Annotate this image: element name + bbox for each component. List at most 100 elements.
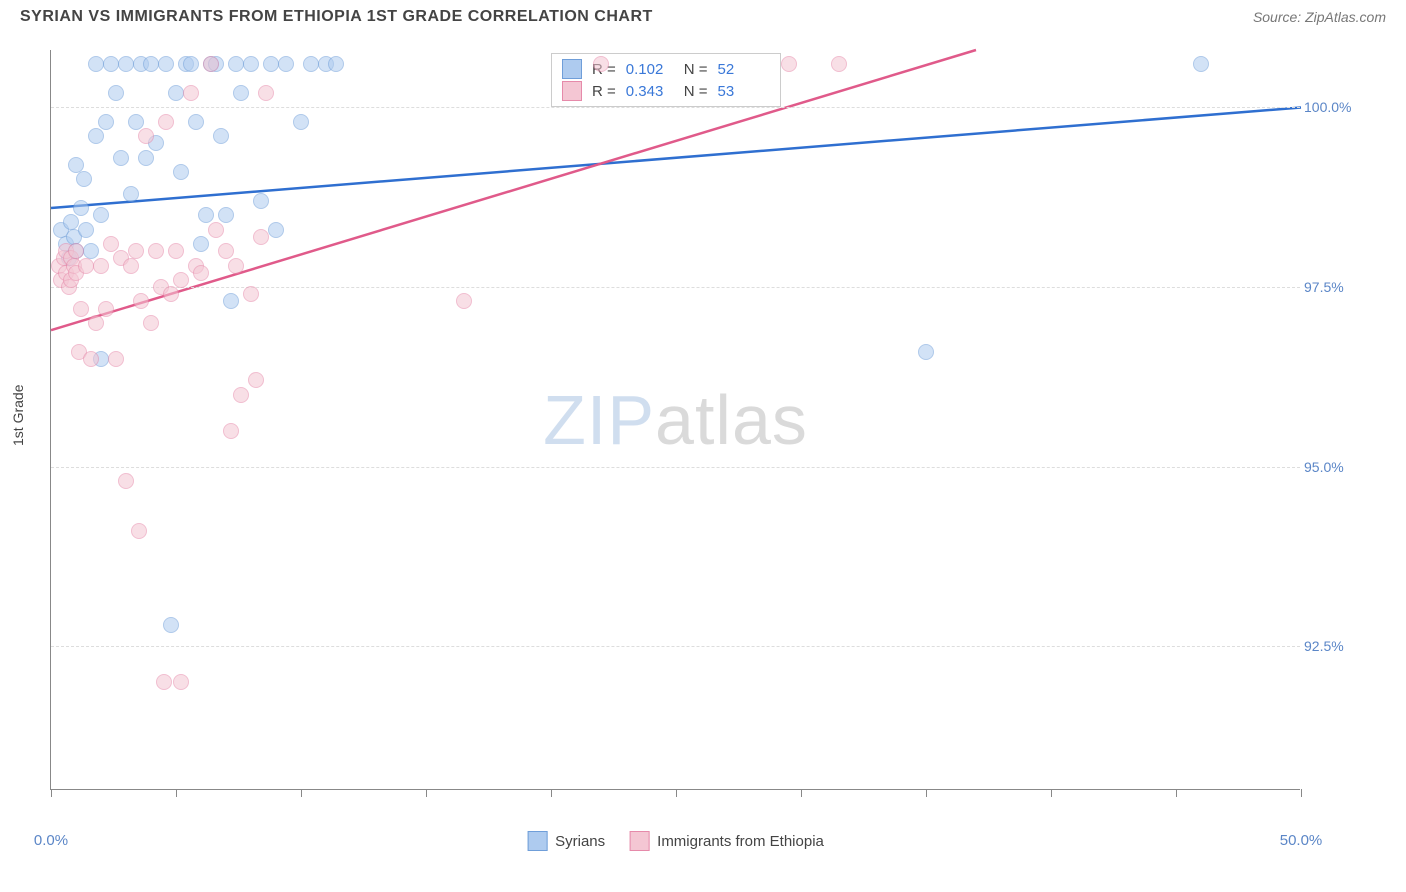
data-point bbox=[253, 229, 269, 245]
trend-lines bbox=[51, 50, 1300, 789]
chart-title: SYRIAN VS IMMIGRANTS FROM ETHIOPIA 1ST G… bbox=[20, 8, 653, 26]
data-point bbox=[118, 56, 134, 72]
x-tick bbox=[926, 789, 927, 797]
x-tick-label: 50.0% bbox=[1280, 832, 1323, 849]
trend-line bbox=[51, 107, 1301, 208]
data-point bbox=[248, 372, 264, 388]
series-legend: Syrians Immigrants from Ethiopia bbox=[527, 831, 824, 851]
data-point bbox=[593, 56, 609, 72]
data-point bbox=[208, 222, 224, 238]
n-label: N = bbox=[684, 83, 708, 100]
data-point bbox=[103, 56, 119, 72]
data-point bbox=[108, 85, 124, 101]
chart-header: SYRIAN VS IMMIGRANTS FROM ETHIOPIA 1ST G… bbox=[0, 0, 1406, 30]
y-tick-label: 100.0% bbox=[1304, 99, 1364, 115]
data-point bbox=[781, 56, 797, 72]
data-point bbox=[123, 186, 139, 202]
data-point bbox=[163, 286, 179, 302]
data-point bbox=[128, 114, 144, 130]
data-point bbox=[918, 344, 934, 360]
watermark: ZIPatlas bbox=[543, 380, 808, 460]
data-point bbox=[263, 56, 279, 72]
data-point bbox=[268, 222, 284, 238]
data-point bbox=[223, 423, 239, 439]
x-tick bbox=[51, 789, 52, 797]
legend-item: Syrians bbox=[527, 831, 605, 851]
data-point bbox=[78, 258, 94, 274]
data-point bbox=[118, 473, 134, 489]
watermark-atlas: atlas bbox=[655, 381, 808, 459]
data-point bbox=[328, 56, 344, 72]
data-point bbox=[103, 236, 119, 252]
data-point bbox=[98, 114, 114, 130]
r-value: 0.343 bbox=[626, 83, 674, 100]
data-point bbox=[88, 315, 104, 331]
legend-stats-row: R =0.343N =53 bbox=[562, 80, 766, 102]
data-point bbox=[131, 523, 147, 539]
data-point bbox=[228, 258, 244, 274]
x-tick bbox=[551, 789, 552, 797]
data-point bbox=[93, 258, 109, 274]
source-attribution: Source: ZipAtlas.com bbox=[1253, 9, 1386, 25]
data-point bbox=[113, 150, 129, 166]
data-point bbox=[303, 56, 319, 72]
data-point bbox=[163, 617, 179, 633]
data-point bbox=[293, 114, 309, 130]
legend-label: Syrians bbox=[555, 833, 605, 850]
data-point bbox=[183, 85, 199, 101]
gridline bbox=[51, 646, 1300, 647]
r-value: 0.102 bbox=[626, 61, 674, 78]
data-point bbox=[173, 272, 189, 288]
data-point bbox=[243, 286, 259, 302]
data-point bbox=[108, 351, 124, 367]
data-point bbox=[218, 207, 234, 223]
legend-swatch bbox=[527, 831, 547, 851]
data-point bbox=[173, 674, 189, 690]
data-point bbox=[138, 128, 154, 144]
legend-item: Immigrants from Ethiopia bbox=[629, 831, 824, 851]
data-point bbox=[233, 387, 249, 403]
watermark-zip: ZIP bbox=[543, 381, 655, 459]
data-point bbox=[831, 56, 847, 72]
data-point bbox=[223, 293, 239, 309]
data-point bbox=[158, 114, 174, 130]
data-point bbox=[148, 243, 164, 259]
data-point bbox=[143, 56, 159, 72]
data-point bbox=[456, 293, 472, 309]
data-point bbox=[73, 301, 89, 317]
data-point bbox=[218, 243, 234, 259]
data-point bbox=[78, 222, 94, 238]
data-point bbox=[133, 293, 149, 309]
scatter-plot-area: ZIPatlas R =0.102N =52R =0.343N =53 Syri… bbox=[50, 50, 1300, 790]
data-point bbox=[156, 674, 172, 690]
y-axis-label: 1st Grade bbox=[10, 385, 26, 446]
data-point bbox=[243, 56, 259, 72]
y-tick-label: 95.0% bbox=[1304, 459, 1364, 475]
data-point bbox=[88, 128, 104, 144]
data-point bbox=[173, 164, 189, 180]
data-point bbox=[233, 85, 249, 101]
data-point bbox=[188, 114, 204, 130]
data-point bbox=[1193, 56, 1209, 72]
legend-swatch bbox=[562, 59, 582, 79]
legend-label: Immigrants from Ethiopia bbox=[657, 833, 824, 850]
data-point bbox=[88, 56, 104, 72]
data-point bbox=[258, 85, 274, 101]
data-point bbox=[278, 56, 294, 72]
data-point bbox=[128, 243, 144, 259]
data-point bbox=[93, 207, 109, 223]
x-tick bbox=[676, 789, 677, 797]
x-tick bbox=[1176, 789, 1177, 797]
data-point bbox=[138, 150, 154, 166]
n-value: 52 bbox=[718, 61, 766, 78]
data-point bbox=[198, 207, 214, 223]
data-point bbox=[123, 258, 139, 274]
x-tick bbox=[1051, 789, 1052, 797]
legend-swatch bbox=[562, 81, 582, 101]
x-tick bbox=[1301, 789, 1302, 797]
data-point bbox=[143, 315, 159, 331]
data-point bbox=[168, 85, 184, 101]
y-tick-label: 97.5% bbox=[1304, 279, 1364, 295]
data-point bbox=[228, 56, 244, 72]
data-point bbox=[183, 56, 199, 72]
